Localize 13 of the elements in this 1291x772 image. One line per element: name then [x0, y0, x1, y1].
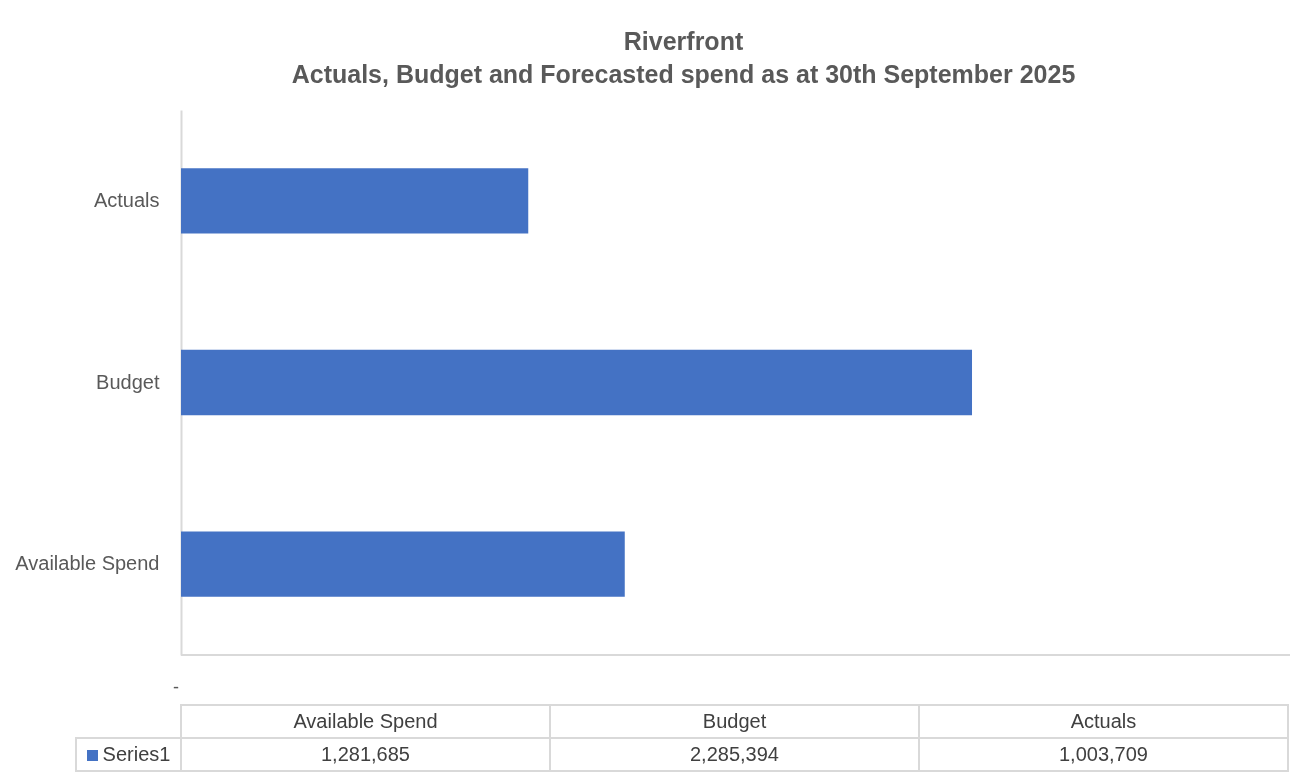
category-label: Actuals: [1070, 710, 1137, 732]
chart-title: Riverfront: [623, 27, 744, 55]
y-tick-label: Actuals: [93, 188, 160, 211]
category-label: Budget: [702, 710, 767, 732]
chart-subtitle: Actuals, Budget and Forecasted spend as at 30th September 2025: [291, 60, 1076, 88]
legend-label: Series1: [76, 738, 181, 771]
y-tick-label: Available Spend: [15, 552, 160, 575]
text: 2,285,394: [550, 738, 919, 771]
text: 1,003,709: [919, 738, 1288, 771]
category-label: Available Spend: [293, 710, 438, 732]
text: -: [173, 677, 179, 697]
text: 1,281,685: [181, 738, 550, 771]
y-tick-label: Budget: [96, 370, 160, 393]
